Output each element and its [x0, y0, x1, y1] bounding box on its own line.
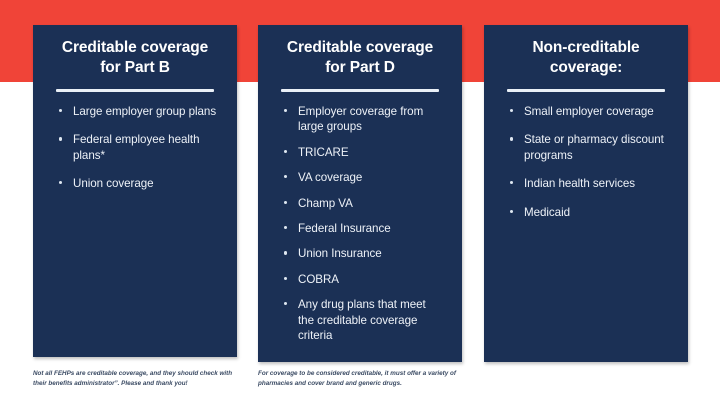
bullet-dot-icon: [510, 108, 514, 113]
bullet-dot-icon: [284, 108, 288, 113]
list-item-label: COBRA: [298, 272, 339, 286]
list-item-label: Employer coverage from large groups: [298, 104, 424, 134]
list-item: Union Insurance: [284, 246, 444, 261]
bullet-dot-icon: [284, 276, 288, 280]
list-item: TRICARE: [284, 145, 444, 160]
list-item-label: Large employer group plans: [73, 104, 217, 118]
list-item-label: Any drug plans that meet the creditable …: [298, 298, 426, 342]
list-item-label: TRICARE: [298, 145, 349, 159]
list-item: Employer coverage from large groups: [284, 104, 444, 135]
list-item-label: Union Insurance: [298, 247, 382, 261]
list-item-label: Champ VA: [298, 196, 353, 210]
list-item: Federal Insurance: [284, 221, 444, 236]
bullet-list-non-creditable: Small employer coverage State or pharmac…: [500, 104, 672, 220]
bullet-dot-icon: [510, 181, 514, 185]
card-title-part-b: Creditable coverage for Part B: [61, 39, 209, 77]
list-item-label: Federal employee health plans*: [73, 133, 200, 162]
list-item-label: VA coverage: [298, 171, 363, 185]
bullet-dot-icon: [284, 175, 288, 179]
list-item: Medicaid: [510, 205, 670, 220]
card-non-creditable: Non-creditable coverage: Small employer …: [484, 25, 688, 362]
list-item: State or pharmacy discount programs: [510, 132, 670, 163]
title-divider-part-d: [281, 88, 439, 92]
list-item: Large employer group plans: [59, 104, 219, 119]
bullet-dot-icon: [284, 149, 288, 153]
card-title-non-creditable: Non-creditable coverage:: [532, 39, 640, 77]
title-divider-non-creditable: [507, 88, 665, 92]
list-item: COBRA: [284, 272, 444, 287]
list-item: Champ VA: [284, 196, 444, 211]
list-item: Union coverage: [59, 176, 219, 191]
bullet-list-part-b: Large employer group plans Federal emplo…: [49, 104, 221, 192]
list-item-label: Indian health services: [524, 177, 636, 191]
card-creditable-part-d: Creditable coverage for Part D Employer …: [258, 25, 462, 362]
bullet-dot-icon: [284, 251, 288, 255]
list-item: Any drug plans that meet the creditable …: [284, 297, 444, 343]
card-creditable-part-b: Creditable coverage for Part B Large emp…: [33, 25, 237, 357]
footnote-left: Not all FEHPs are creditable coverage, a…: [33, 370, 233, 387]
bullet-dot-icon: [510, 137, 514, 141]
bullet-list-part-d: Employer coverage from large groups TRIC…: [274, 104, 446, 343]
list-item-label: Medicaid: [524, 205, 570, 219]
list-item-label: Federal Insurance: [298, 221, 391, 235]
list-item: Small employer coverage: [510, 104, 670, 119]
list-item: VA coverage: [284, 170, 444, 185]
list-item: Federal employee health plans*: [59, 132, 219, 163]
bullet-dot-icon: [59, 108, 63, 113]
list-item-label: Small employer coverage: [524, 104, 654, 118]
bullet-dot-icon: [59, 137, 63, 141]
bullet-dot-icon: [284, 200, 288, 204]
title-divider-part-b: [56, 88, 214, 92]
bullet-dot-icon: [284, 225, 288, 230]
list-item: Indian health services: [510, 176, 670, 191]
list-item-label: Union coverage: [73, 177, 154, 191]
bullet-dot-icon: [59, 181, 63, 185]
bullet-dot-icon: [510, 209, 514, 213]
list-item-label: State or pharmacy discount programs: [524, 133, 664, 162]
card-title-part-d: Creditable coverage for Part D: [286, 39, 434, 77]
footnote-middle: For coverage to be considered creditable…: [258, 370, 456, 387]
bullet-dot-icon: [284, 302, 288, 306]
